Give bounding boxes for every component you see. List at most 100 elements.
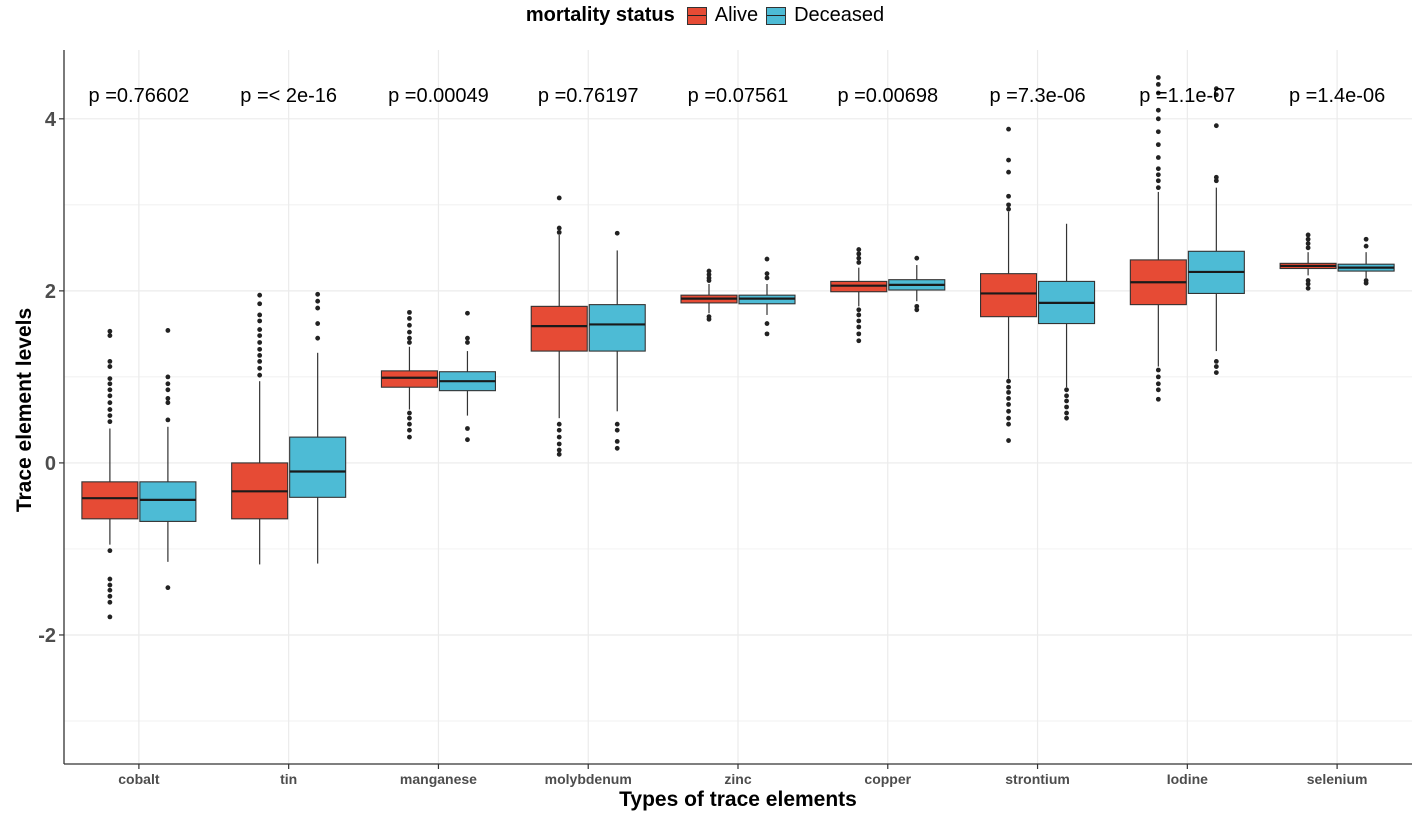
outlier-point (107, 364, 113, 369)
outlier-point (107, 582, 113, 588)
outlier-point (1006, 415, 1011, 421)
x-tick-label: molybdenum (545, 771, 632, 787)
p-value-label: p =0.76602 (89, 85, 190, 107)
outlier-point (1213, 178, 1219, 184)
p-value-label: p =1.4e-06 (1289, 85, 1385, 107)
box-alive-zinc (680, 268, 738, 322)
box-alive-manganese (380, 309, 438, 440)
outlier-point (556, 225, 562, 231)
outlier-point (914, 255, 920, 261)
y-tick-label: 0 (45, 453, 56, 475)
outlier-point (1213, 86, 1219, 92)
x-tick-label: selenium (1307, 771, 1368, 787)
outlier-point (1155, 75, 1161, 80)
iqr-box (980, 273, 1038, 318)
y-tick-label: 2 (45, 281, 56, 303)
outlier-point (556, 451, 562, 457)
outlier-point (465, 437, 470, 443)
outlier-point (614, 427, 620, 433)
outlier-point (257, 327, 263, 332)
outlier-point (315, 305, 321, 311)
outlier-point (764, 256, 770, 262)
iqr-box (380, 370, 438, 388)
x-axis-ticks: cobalt tin manganese molybdenum zinc copper st… (118, 764, 1367, 787)
box-deceased-manganese (438, 310, 496, 443)
outlier-point (556, 195, 562, 201)
outlier-point (1155, 129, 1161, 135)
outlier-point (407, 315, 412, 321)
outlier-point (107, 393, 113, 399)
outlier-point (257, 352, 263, 358)
box-alive-copper (830, 247, 888, 344)
outlier-point (1006, 206, 1011, 212)
box-deceased-molybdenum (588, 230, 646, 451)
outlier-point (614, 439, 620, 444)
outlier-point (107, 548, 113, 554)
outlier-point (706, 268, 712, 274)
outlier-point (257, 340, 263, 345)
outlier-point (257, 312, 263, 318)
p-value-label: p =1.1e-07 (1139, 85, 1235, 107)
outlier-point (107, 359, 113, 364)
outlier-point (614, 421, 620, 427)
outlier-point (1064, 410, 1069, 416)
outlier-point (1006, 126, 1011, 132)
outlier-point (614, 445, 620, 451)
outlier-point (165, 395, 171, 401)
outlier-point (1363, 236, 1369, 242)
y-axis-title: Trace element levels (13, 308, 36, 512)
outlier-point (1155, 178, 1161, 184)
outlier-point (1213, 370, 1219, 375)
legend-key-deceased (766, 6, 787, 25)
outlier-point (556, 421, 562, 427)
x-tick-label: manganese (400, 771, 477, 787)
outlier-point (1305, 232, 1311, 238)
outlier-point (856, 255, 862, 261)
outlier-point (1155, 155, 1161, 160)
outlier-point (764, 271, 770, 277)
outlier-point (165, 585, 171, 591)
outlier-point (1155, 116, 1161, 122)
outlier-point (107, 614, 113, 620)
outlier-point (1155, 166, 1161, 172)
outlier-point (1363, 280, 1369, 286)
outlier-point (856, 307, 862, 313)
y-tick-label: 4 (45, 109, 57, 131)
outlier-point (1213, 123, 1219, 129)
x-tick-label: tin (280, 771, 297, 787)
outlier-point (706, 278, 712, 283)
outlier-point (556, 434, 562, 440)
outlier-point (764, 331, 770, 337)
iqr-box (289, 436, 347, 498)
outlier-point (107, 587, 113, 593)
outlier-point (1155, 172, 1161, 178)
outlier-point (165, 374, 171, 380)
x-tick-label: strontium (1005, 771, 1070, 787)
outlier-point (1155, 381, 1161, 387)
box-deceased-tin (289, 291, 347, 564)
outlier-point (107, 376, 113, 382)
p-value-label: p =7.3e-06 (989, 85, 1085, 107)
p-value-label: p =0.00698 (837, 85, 938, 107)
outlier-point (1305, 241, 1311, 246)
y-axis-ticks: -2 0 2 4 (38, 109, 64, 647)
outlier-point (614, 230, 620, 236)
outlier-point (257, 292, 263, 298)
x-tick-label: zinc (724, 771, 751, 787)
outlier-point (315, 321, 321, 326)
iqr-box (588, 304, 646, 352)
outlier-point (257, 301, 263, 307)
outlier-point (1006, 202, 1011, 208)
legend-key-alive (686, 6, 707, 25)
box-alive-cobalt (81, 328, 139, 620)
outlier-point (556, 229, 562, 235)
outlier-point (107, 593, 113, 599)
outlier-point (315, 291, 321, 297)
outlier-point (107, 576, 113, 582)
outlier-point (407, 421, 412, 427)
x-tick-label: Iodine (1167, 771, 1208, 787)
outlier-point (407, 434, 412, 440)
outlier-point (107, 419, 113, 425)
p-value-label: p =0.07561 (688, 85, 789, 107)
outlier-point (107, 413, 113, 419)
